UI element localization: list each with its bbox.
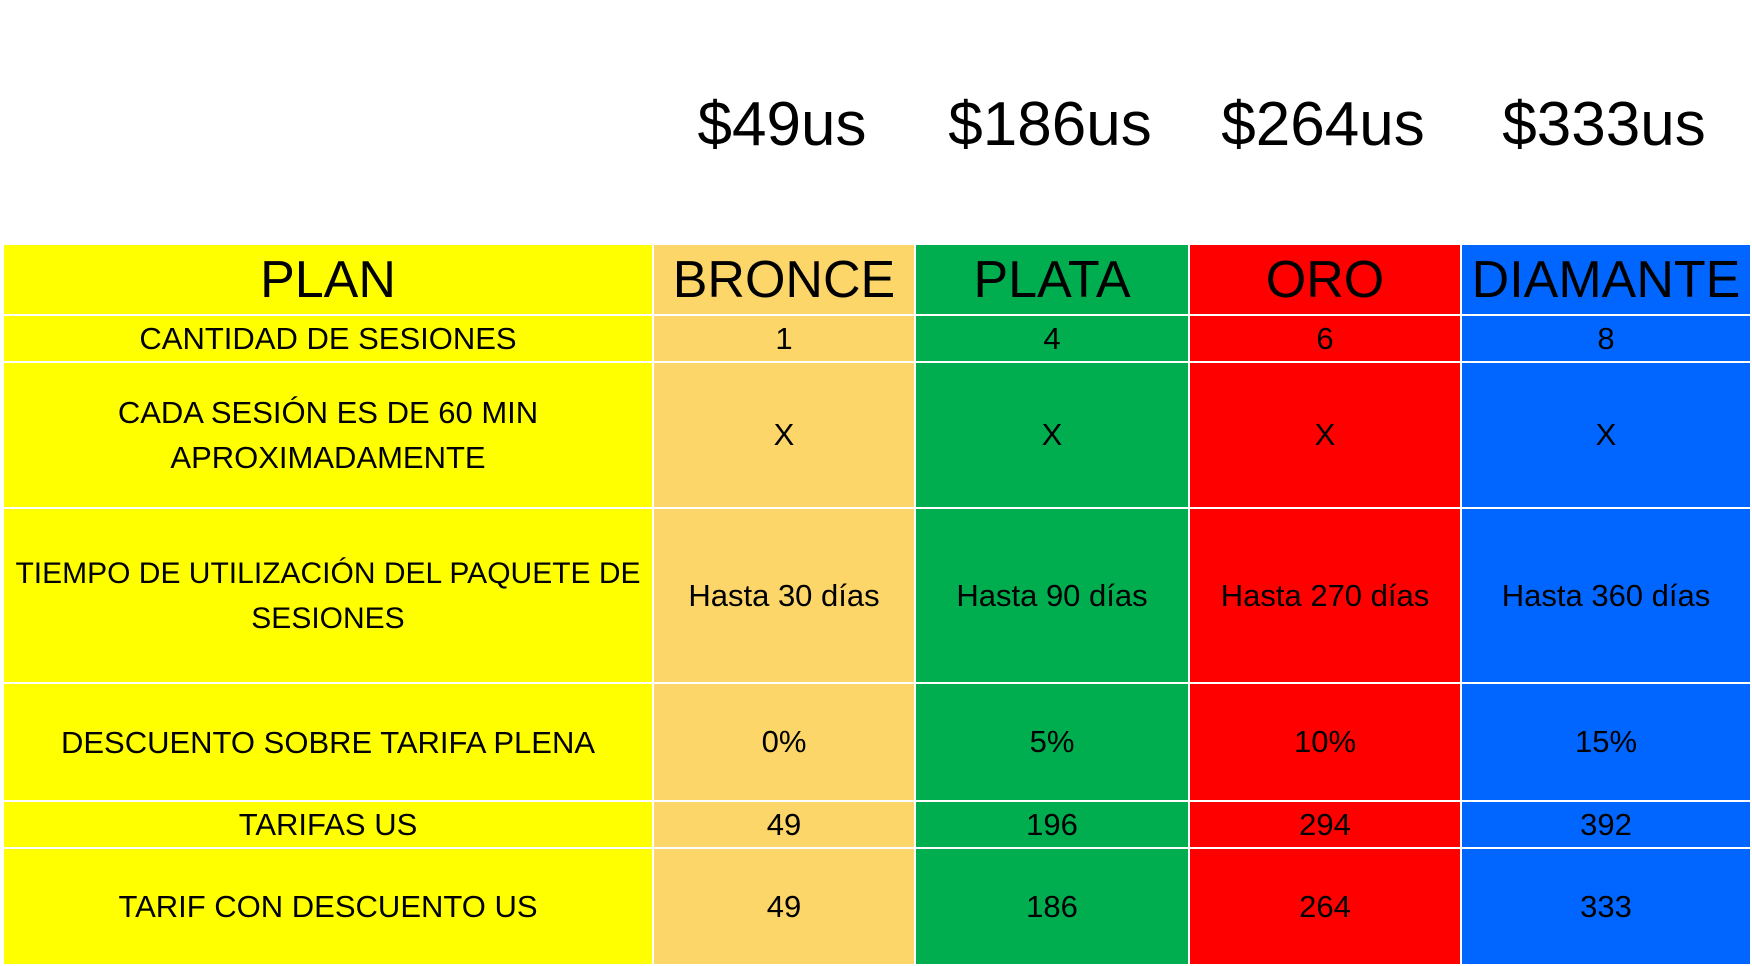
table-row: DESCUENTO SOBRE TARIFA PLENA 0% 5% 10% 1… xyxy=(2,682,1752,802)
header-plata: PLATA xyxy=(914,243,1190,316)
price-oro: $264us xyxy=(1221,90,1425,159)
cell-value: Hasta 30 días xyxy=(652,507,916,684)
cell-value: 0% xyxy=(652,682,916,802)
header-oro: ORO xyxy=(1188,243,1462,316)
plans-table: PLAN BRONCE PLATA ORO DIAMANTE CANTIDAD … xyxy=(2,243,1752,966)
row-label-sesiones: CANTIDAD DE SESIONES xyxy=(2,314,654,363)
cell-value: Hasta 270 días xyxy=(1188,507,1462,684)
row-label-tiempo: TIEMPO DE UTILIZACIÓN DEL PAQUETE DE SES… xyxy=(2,507,654,684)
row-label-duracion: CADA SESIÓN ES DE 60 MIN APROXIMADAMENTE xyxy=(2,361,654,509)
table-header-row: PLAN BRONCE PLATA ORO DIAMANTE xyxy=(2,243,1752,316)
cell-value: X xyxy=(1188,361,1462,509)
cell-value: 4 xyxy=(914,314,1190,363)
header-bronce: BRONCE xyxy=(652,243,916,316)
table-row: TIEMPO DE UTILIZACIÓN DEL PAQUETE DE SES… xyxy=(2,507,1752,684)
cell-value: 49 xyxy=(652,800,916,849)
cell-value: 10% xyxy=(1188,682,1462,802)
cell-value: 264 xyxy=(1188,847,1462,966)
cell-value: 15% xyxy=(1460,682,1752,802)
row-label-tarifas: TARIFAS US xyxy=(2,800,654,849)
price-plata: $186us xyxy=(948,90,1152,159)
cell-value: 196 xyxy=(914,800,1190,849)
table-row: TARIF CON DESCUENTO US 49 186 264 333 xyxy=(2,847,1752,966)
cell-value: X xyxy=(914,361,1190,509)
cell-value: 392 xyxy=(1460,800,1752,849)
cell-value: 186 xyxy=(914,847,1190,966)
cell-value: Hasta 90 días xyxy=(914,507,1190,684)
cell-value: 5% xyxy=(914,682,1190,802)
price-diamante: $333us xyxy=(1502,90,1706,159)
cell-value: X xyxy=(652,361,916,509)
table-row: TARIFAS US 49 196 294 392 xyxy=(2,800,1752,849)
cell-value: 8 xyxy=(1460,314,1752,363)
cell-value: Hasta 360 días xyxy=(1460,507,1752,684)
cell-value: 294 xyxy=(1188,800,1462,849)
table-row: CANTIDAD DE SESIONES 1 4 6 8 xyxy=(2,314,1752,363)
cell-value: X xyxy=(1460,361,1752,509)
cell-value: 6 xyxy=(1188,314,1462,363)
row-label-tarifa-descuento: TARIF CON DESCUENTO US xyxy=(2,847,654,966)
cell-value: 333 xyxy=(1460,847,1752,966)
price-bronce: $49us xyxy=(697,90,867,159)
header-diamante: DIAMANTE xyxy=(1460,243,1752,316)
cell-value: 49 xyxy=(652,847,916,966)
table-row: CADA SESIÓN ES DE 60 MIN APROXIMADAMENTE… xyxy=(2,361,1752,509)
cell-value: 1 xyxy=(652,314,916,363)
header-plan-label: PLAN xyxy=(2,243,654,316)
row-label-descuento: DESCUENTO SOBRE TARIFA PLENA xyxy=(2,682,654,802)
